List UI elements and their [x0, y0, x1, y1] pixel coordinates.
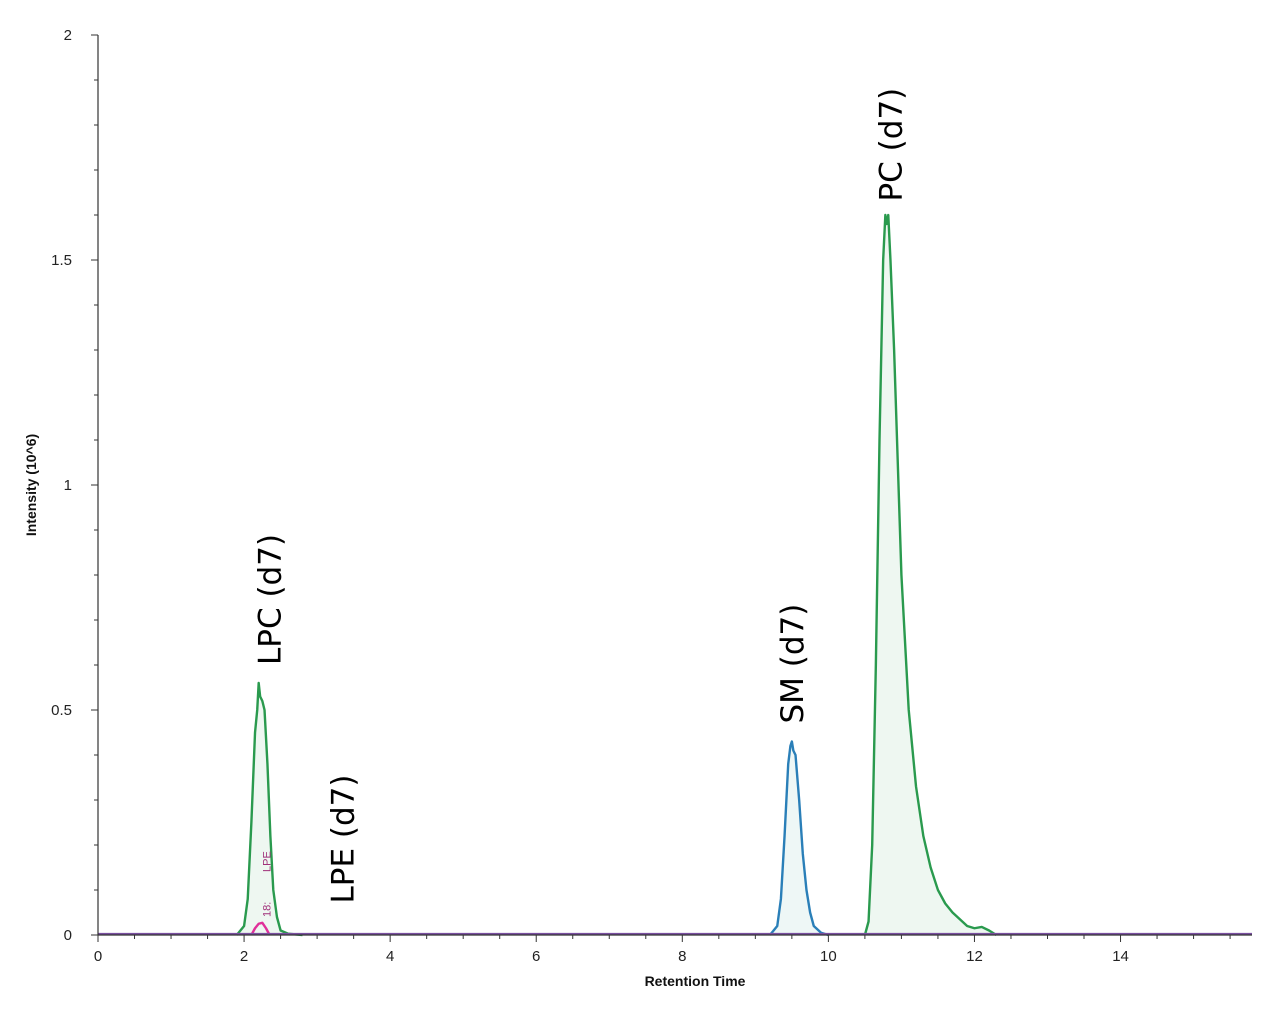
peak-label: LPC (d7) [253, 534, 289, 665]
series-0-area [236, 683, 303, 935]
peak-label: SM (d7) [775, 604, 811, 724]
series-3-area [864, 215, 997, 935]
axes-layer [97, 35, 1252, 936]
y-tick-label: 0.5 [51, 702, 72, 719]
tick-layer: 0 2 4 6 8 10 12 14 0 0.5 1 1.5 2 [51, 27, 1231, 965]
x-tick-label: 4 [386, 948, 394, 965]
peak-label: PC (d7) [873, 88, 909, 202]
y-axis-title: Intensity (10^6) [23, 434, 39, 536]
data-series-layer [98, 213, 1252, 937]
x-axis-title: Retention Time [645, 973, 746, 989]
x-tick-label: 12 [966, 948, 983, 965]
x-tick-label: 2 [240, 948, 248, 965]
series-2-line [769, 740, 829, 937]
y-tick-label: 1.5 [51, 252, 72, 269]
series-3-line [863, 213, 997, 937]
y-tick-label: 0 [64, 927, 72, 944]
x-tick-label: 10 [820, 948, 837, 965]
y-tick-label: 1 [64, 477, 72, 494]
small-peak-label: 18: [261, 902, 273, 917]
x-tick-label: 0 [94, 948, 102, 965]
small-peak-label: LPE [261, 851, 273, 872]
series-1-line [250, 921, 271, 936]
annotation-layer: LPC (d7) LPE (d7) SM (d7) PC (d7) 18: LPE [253, 88, 910, 917]
x-tick-label: 6 [532, 948, 540, 965]
series-2-area [769, 741, 829, 935]
x-tick-label: 14 [1112, 948, 1129, 965]
x-tick-label: 8 [678, 948, 686, 965]
peak-label: LPE (d7) [326, 775, 362, 904]
y-tick-label: 2 [64, 27, 72, 44]
series-0-line [235, 681, 303, 937]
